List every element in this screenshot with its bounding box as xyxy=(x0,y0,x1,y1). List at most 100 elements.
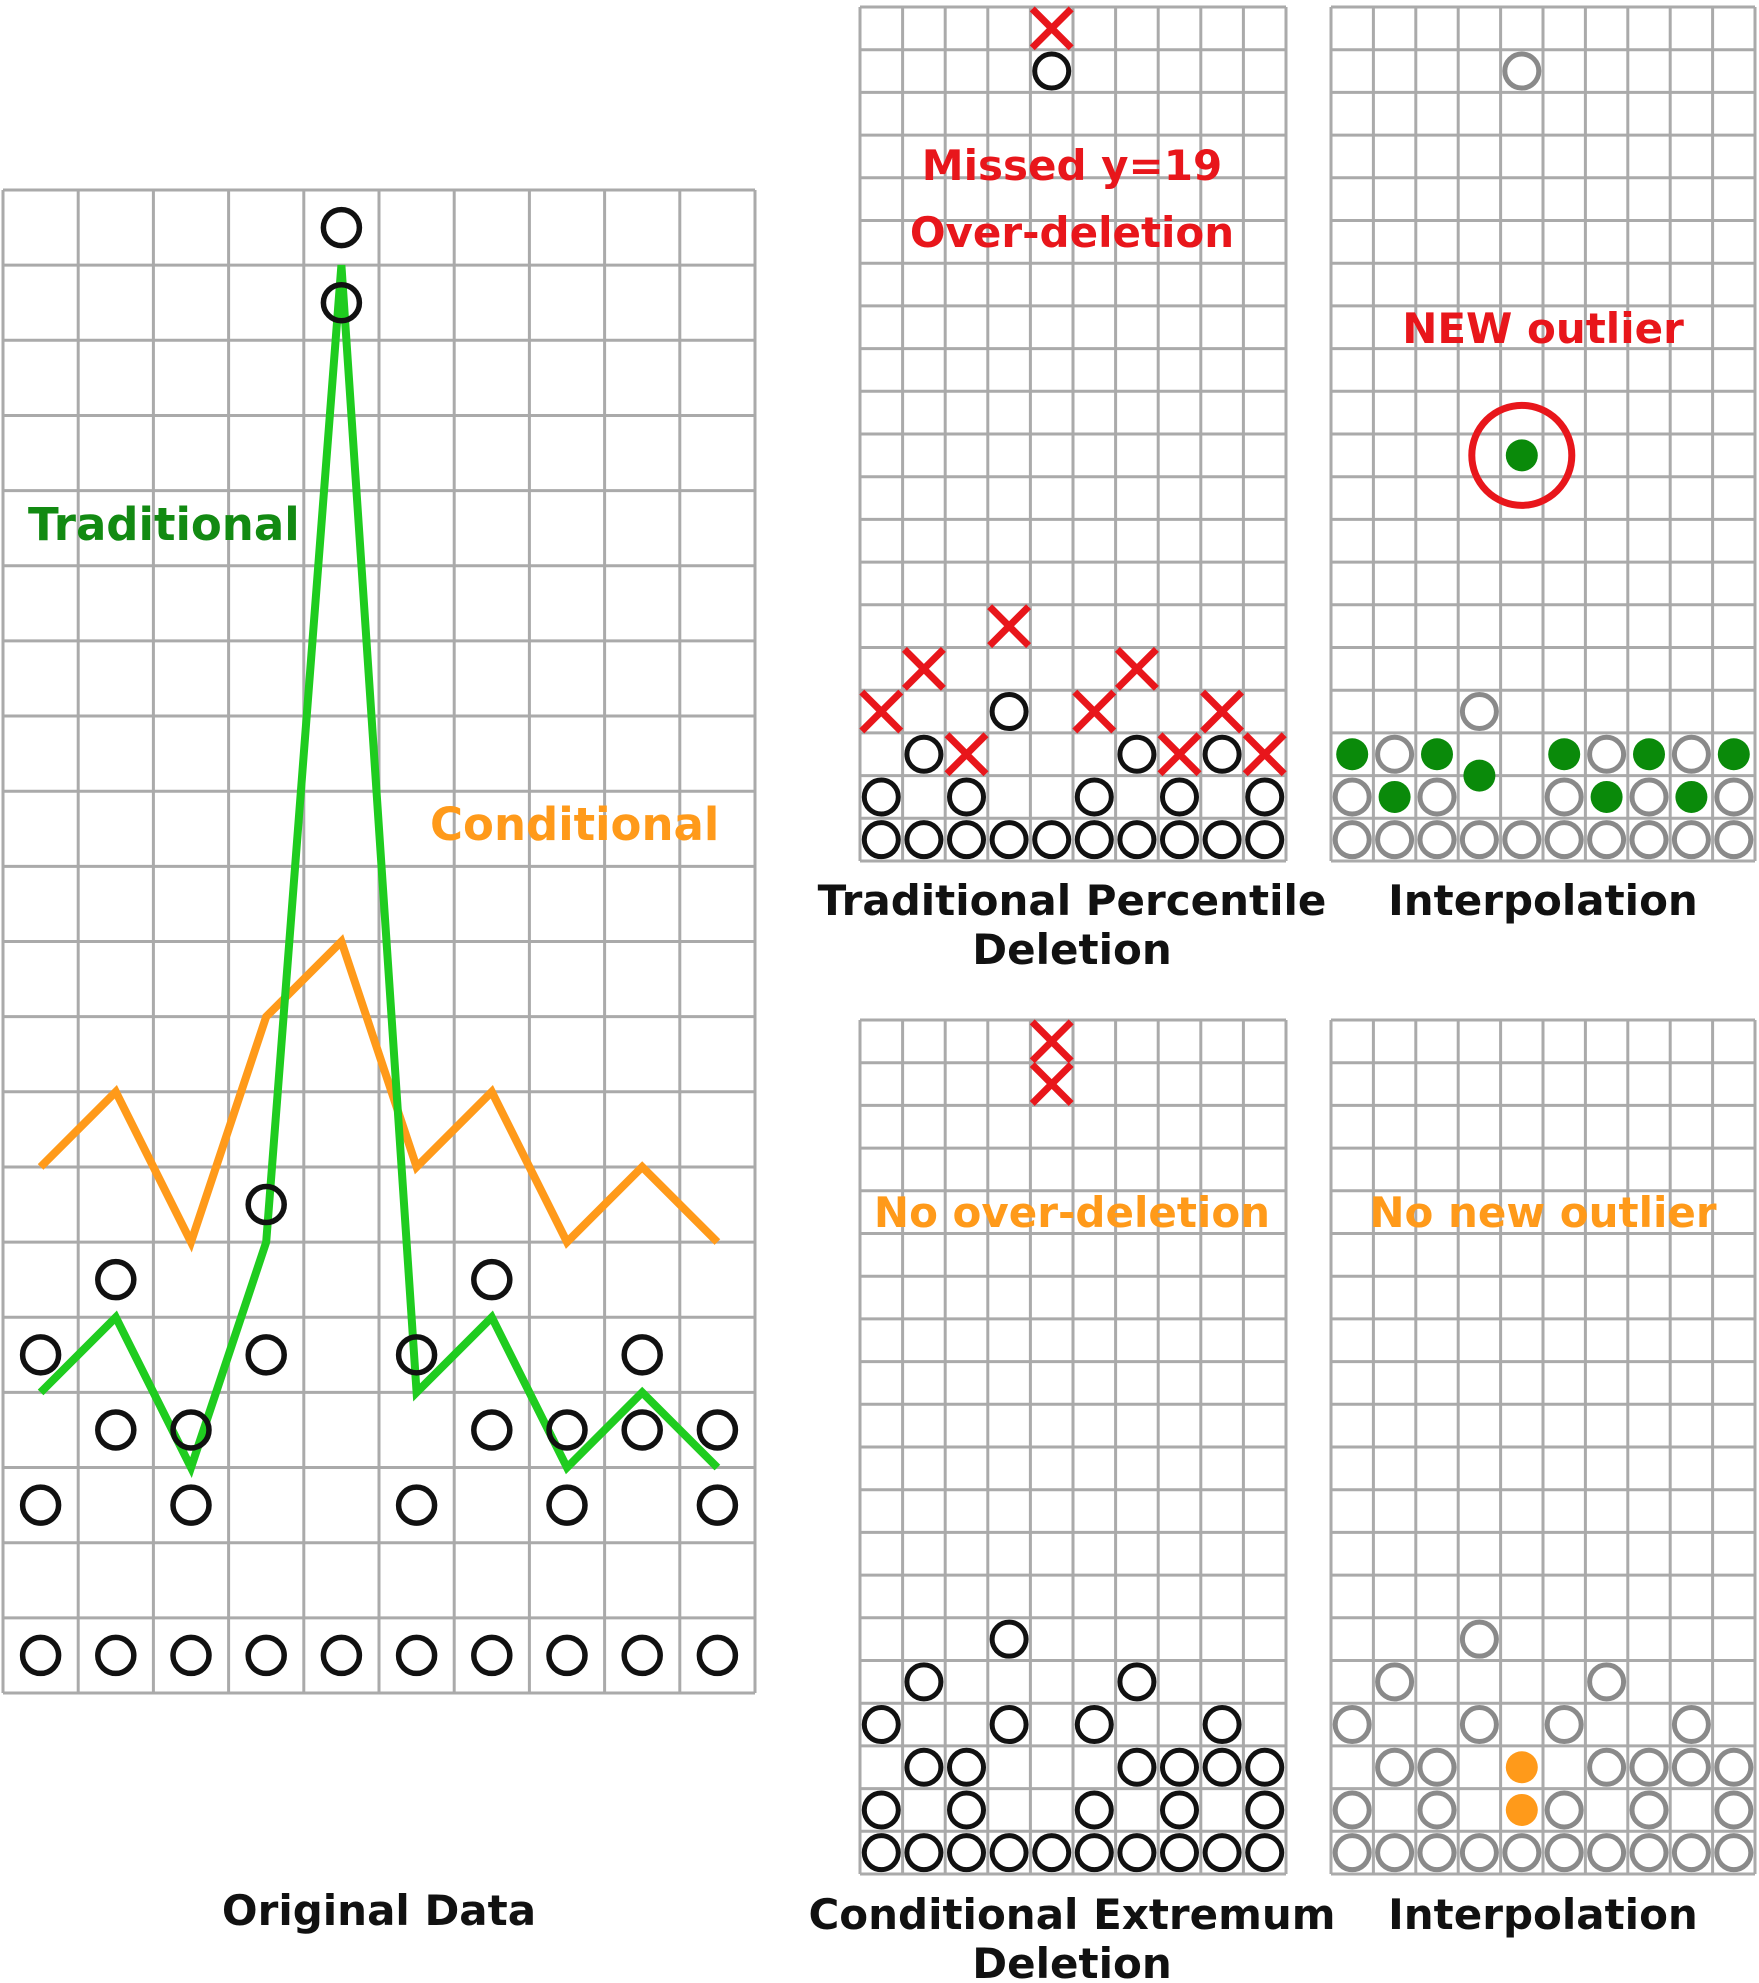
data-circle xyxy=(546,1409,588,1451)
data-circle xyxy=(1117,1662,1157,1702)
data-circle xyxy=(1117,734,1157,774)
conditional-interpolation-panel: No new outlier Interpolation xyxy=(1329,1018,1757,1939)
data-circle xyxy=(1074,820,1114,860)
data-circle xyxy=(947,1790,986,1830)
data-circle xyxy=(861,820,901,860)
new-outlier-ring xyxy=(1468,401,1576,509)
traditional-deletion-panel: Missed y=19 Over-deletion Traditional Pe… xyxy=(818,5,1327,974)
data-circle xyxy=(320,206,363,249)
interpolated-dot xyxy=(1378,780,1411,813)
missed-note: Missed y=19 xyxy=(922,141,1222,190)
interpolated-dot xyxy=(1336,738,1369,771)
data-circle xyxy=(1117,1747,1157,1787)
data-circle xyxy=(320,281,363,324)
original-circle xyxy=(1671,1705,1711,1745)
data-circle xyxy=(947,1833,986,1873)
data-circle xyxy=(395,1484,438,1526)
data-circle xyxy=(1032,1833,1072,1873)
data-circle xyxy=(1202,1833,1242,1873)
deleted-cross xyxy=(859,689,904,734)
traditional-deletion-caption-2: Deletion xyxy=(972,925,1171,974)
interpolated-dot xyxy=(1505,439,1538,472)
traditional-deletion-grid xyxy=(858,5,1288,863)
data-circle xyxy=(1202,1705,1242,1745)
data-circle xyxy=(170,1409,212,1451)
original-circle xyxy=(1671,1833,1711,1873)
conditional-interpolation-marks xyxy=(1332,1619,1754,1873)
original-circle xyxy=(1714,1747,1754,1787)
data-circle xyxy=(95,1634,137,1677)
original-circle xyxy=(1671,1747,1711,1787)
original-circle xyxy=(1417,1833,1457,1873)
original-lines xyxy=(37,264,721,1478)
original-circle xyxy=(1714,1833,1754,1873)
conditional-interpolation-caption: Interpolation xyxy=(1388,1890,1698,1939)
original-circle xyxy=(1714,777,1754,817)
original-circle xyxy=(1502,820,1542,860)
original-circle xyxy=(1629,777,1669,817)
original-circle xyxy=(1417,820,1457,860)
original-circle xyxy=(1629,820,1669,860)
conditional-deletion-grid xyxy=(858,1018,1288,1876)
original-data-panel: Traditional Conditional Original Data xyxy=(1,188,757,1935)
data-circle xyxy=(471,1634,513,1677)
interpolated-dot xyxy=(1421,738,1453,771)
original-circle xyxy=(1332,1790,1372,1830)
data-circle xyxy=(696,1484,739,1526)
over-deletion-note: Over-deletion xyxy=(910,208,1234,257)
data-circle xyxy=(1160,820,1199,860)
conditional-line xyxy=(37,934,721,1253)
deleted-cross xyxy=(1029,1019,1074,1064)
original-circle xyxy=(1375,820,1415,860)
data-circle xyxy=(989,1619,1029,1659)
original-circle xyxy=(1629,1833,1669,1873)
data-circle xyxy=(170,1484,212,1526)
conditional-deletion-caption-2: Deletion xyxy=(972,1939,1171,1983)
original-grid xyxy=(1,188,757,1695)
conditional-interpolation-grid xyxy=(1329,1018,1757,1876)
original-circle xyxy=(1544,1833,1584,1873)
data-circle xyxy=(245,1634,287,1677)
traditional-label: Traditional xyxy=(28,498,300,551)
data-circle xyxy=(19,1484,62,1526)
data-circle xyxy=(861,777,901,817)
data-circle xyxy=(95,1258,137,1301)
original-circle xyxy=(1629,1790,1669,1830)
interpolated-dot xyxy=(1590,780,1623,813)
original-circle xyxy=(1332,777,1372,817)
data-circle xyxy=(696,1409,739,1451)
deleted-cross xyxy=(1157,732,1202,777)
data-circle xyxy=(19,1634,62,1677)
data-circle xyxy=(861,1705,901,1745)
data-circle xyxy=(19,1334,62,1376)
data-circle xyxy=(471,1258,513,1301)
data-circle xyxy=(1202,820,1242,860)
original-circle xyxy=(1417,1790,1457,1830)
data-circle xyxy=(95,1409,137,1451)
data-circle xyxy=(395,1634,438,1677)
interpolated-dot xyxy=(1505,1793,1538,1826)
original-circle xyxy=(1587,1833,1627,1873)
data-circle xyxy=(989,1833,1029,1873)
traditional-interpolation-caption: Interpolation xyxy=(1388,876,1698,925)
traditional-deletion-marks xyxy=(859,6,1287,860)
data-circle xyxy=(947,820,986,860)
data-circle xyxy=(320,1634,363,1677)
data-circle xyxy=(1202,1747,1242,1787)
original-circle xyxy=(1332,1833,1372,1873)
data-circle xyxy=(1074,1790,1114,1830)
traditional-deletion-caption-1: Traditional Percentile xyxy=(818,876,1327,925)
interpolated-dot xyxy=(1505,1751,1538,1784)
data-circle xyxy=(861,1790,901,1830)
data-circle xyxy=(904,1662,944,1702)
original-circle xyxy=(1459,1705,1499,1745)
deleted-cross xyxy=(1114,646,1159,691)
data-circle xyxy=(947,1747,986,1787)
traditional-line xyxy=(37,264,721,1478)
data-circle xyxy=(1032,820,1072,860)
original-circle xyxy=(1544,1705,1584,1745)
original-circle xyxy=(1544,820,1584,860)
no-new-outlier-note: No new outlier xyxy=(1369,1188,1717,1237)
data-circle xyxy=(989,1705,1029,1745)
interpolated-dot xyxy=(1633,738,1665,771)
